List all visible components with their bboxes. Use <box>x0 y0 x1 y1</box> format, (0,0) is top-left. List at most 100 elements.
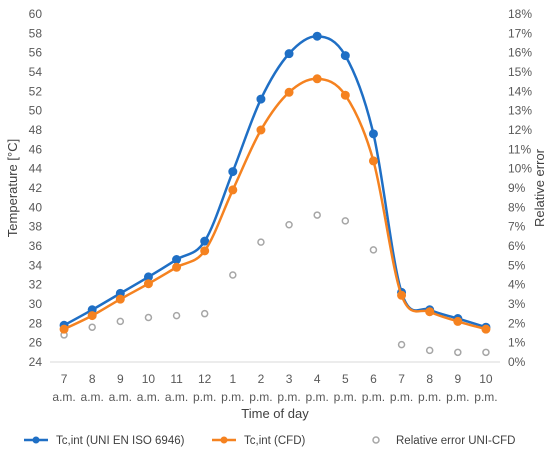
data-point <box>200 246 210 256</box>
legend-label: Tc,int (UNI EN ISO 6946) <box>56 435 185 447</box>
x-tick-label: 8 <box>426 372 433 386</box>
legend: Tc,int (UNI EN ISO 6946) Tc,int (CFD) Rela… <box>24 435 516 447</box>
data-point <box>369 246 378 254</box>
series-0 <box>59 31 491 332</box>
x-tick-label: 1 <box>229 372 236 386</box>
y-tick-label: 30 <box>29 297 43 311</box>
y2-tick-label: 15% <box>508 65 532 79</box>
y-tick-label: 54 <box>29 65 43 79</box>
y2-tick-label: 1% <box>508 336 526 350</box>
y2-tick-label: 17% <box>508 26 532 40</box>
y-tick-label: 26 <box>29 336 43 350</box>
y-tick-label: 56 <box>29 46 43 60</box>
x-tick-label-period: a.m. <box>52 390 75 404</box>
data-point <box>425 346 434 355</box>
x-tick-label: 6 <box>370 372 377 386</box>
x-tick-label: 12 <box>198 372 212 386</box>
y2-tick-label: 11% <box>508 142 531 156</box>
x-tick-label: 7 <box>398 372 405 386</box>
x-tick-label-period: a.m. <box>109 390 132 404</box>
y2-tick-label: 16% <box>508 46 532 60</box>
y-tick-label: 32 <box>29 278 43 292</box>
y-tick-label: 38 <box>29 220 43 234</box>
x-tick-label: 7 <box>61 372 68 386</box>
y2-tick-label: 3% <box>508 297 526 311</box>
y-tick-label: 46 <box>29 142 43 156</box>
data-point <box>425 307 435 317</box>
y2-tick-label: 2% <box>508 316 526 330</box>
right-axis-ticks: 0% 1% 2% 3% 4% 5% 6% 7% 8% 9% 10% 11% 12% 13% 14% 15% 16… <box>508 7 532 369</box>
x-tick-label-period: a.m. <box>165 390 188 404</box>
secondary-y-axis-title: Relative error <box>532 148 547 227</box>
data-point <box>285 220 293 229</box>
x-tick-label: 10 <box>479 372 493 386</box>
legend-item: Tc,int (CFD) <box>212 435 306 447</box>
y2-tick-label: 14% <box>508 84 532 98</box>
data-point <box>200 236 210 246</box>
data-point <box>482 348 490 357</box>
x-tick-label-period: p.m. <box>249 390 272 404</box>
x-tick-label: 10 <box>142 372 156 386</box>
data-point <box>284 87 294 97</box>
legend-item: Relative error UNI-CFD <box>372 435 516 447</box>
y2-tick-label: 8% <box>508 200 526 214</box>
legend-label: Tc,int (CFD) <box>244 435 306 447</box>
data-point <box>228 185 238 195</box>
series-line <box>63 77 487 331</box>
y-tick-label: 40 <box>29 200 43 214</box>
data-point <box>200 309 209 318</box>
legend-marker <box>372 436 380 444</box>
y-tick-label: 24 <box>29 355 43 369</box>
data-point <box>115 294 125 304</box>
data-point <box>397 290 407 300</box>
y-tick-label: 52 <box>29 84 43 98</box>
x-tick-label-period: p.m. <box>390 390 413 404</box>
data-point <box>256 125 266 135</box>
data-point <box>172 262 182 272</box>
series-layer <box>59 31 491 357</box>
y2-tick-label: 4% <box>508 278 526 292</box>
y-tick-label: 28 <box>29 316 43 330</box>
y-tick-label: 36 <box>29 239 43 253</box>
x-tick-label-period: p.m. <box>362 390 385 404</box>
x-tick-label: 9 <box>117 372 124 386</box>
x-tick-label-period: p.m. <box>446 390 469 404</box>
y-tick-label: 48 <box>29 123 43 137</box>
data-point <box>229 271 237 279</box>
data-point <box>256 94 266 104</box>
y2-tick-label: 6% <box>508 239 526 253</box>
x-tick-label-period: p.m. <box>418 390 441 404</box>
data-point <box>172 255 182 265</box>
series-1 <box>59 74 491 334</box>
x-axis-ticks: 7a.m.8a.m.9a.m.10a.m.11a.m.12p.m.1p.m.2p… <box>52 372 497 404</box>
series-line <box>63 34 487 329</box>
x-axis-title: Time of day <box>241 406 309 421</box>
legend-marker <box>32 436 40 444</box>
data-point <box>454 348 462 357</box>
y-axis-title: Temperature [°C] <box>5 139 20 237</box>
x-tick-label-period: p.m. <box>474 390 497 404</box>
y2-tick-label: 13% <box>508 104 532 118</box>
x-tick-label-period: a.m. <box>81 390 104 404</box>
x-tick-label-period: p.m. <box>277 390 300 404</box>
data-point <box>59 324 69 334</box>
y2-tick-label: 9% <box>508 181 526 195</box>
data-point <box>87 311 97 321</box>
data-point <box>116 317 125 326</box>
x-tick-label: 9 <box>454 372 461 386</box>
y-tick-label: 50 <box>29 104 43 118</box>
data-point <box>481 324 491 334</box>
y2-tick-label: 12% <box>508 123 532 137</box>
x-tick-label: 8 <box>89 372 96 386</box>
data-point <box>340 51 350 61</box>
y2-tick-label: 7% <box>508 220 526 234</box>
x-tick-label: 11 <box>170 372 183 386</box>
x-tick-label-period: a.m. <box>137 390 160 404</box>
data-point <box>312 74 322 84</box>
data-point <box>312 31 322 41</box>
series-2 <box>60 211 490 357</box>
y2-tick-label: 18% <box>508 7 532 21</box>
data-point <box>313 211 321 219</box>
x-tick-label-period: p.m. <box>221 390 244 404</box>
